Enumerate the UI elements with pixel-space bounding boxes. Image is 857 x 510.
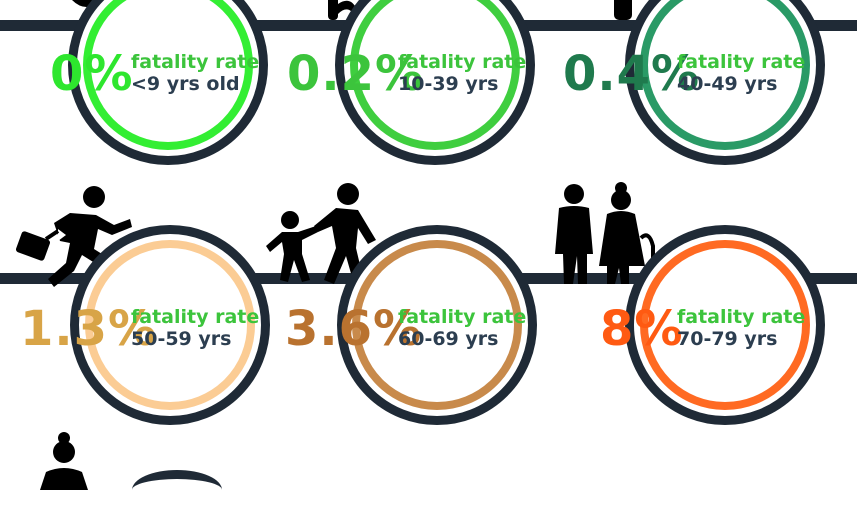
- fatality-rate-label: fatality rate: [677, 51, 806, 73]
- age-range-label: <9 yrs old: [131, 73, 240, 96]
- age-range-label: 70-79 yrs: [677, 328, 778, 351]
- elderly-couple-icon: [555, 182, 655, 284]
- stat-ring-1: [68, 0, 268, 165]
- fatality-rate-label: fatality rate: [131, 51, 260, 73]
- fatality-rate-label: fatality rate: [398, 51, 527, 73]
- stat-ring-3: [625, 0, 825, 165]
- stat-percent-1: 0%: [50, 46, 134, 102]
- stat-label-5: fatality rate 60-69 yrs: [398, 306, 526, 351]
- age-range-label: 60-69 yrs: [398, 328, 499, 351]
- stat-percent-4: 1.3%: [20, 301, 158, 357]
- age-range-label: 50-59 yrs: [131, 328, 232, 351]
- stat-percent-6: 8%: [600, 301, 684, 357]
- stat-ring-4: [70, 225, 270, 425]
- partial-ring-bottom: [132, 470, 222, 510]
- stat-percent-3: 0.4%: [563, 46, 701, 102]
- stat-label-6: fatality rate 70-79 yrs: [677, 306, 805, 351]
- fatality-rate-label: fatality rate: [398, 306, 527, 328]
- elderly-woman-icon: [40, 432, 88, 490]
- stat-label-2: fatality rate 10-39 yrs: [398, 51, 526, 96]
- age-range-label: 10-39 yrs: [398, 73, 499, 96]
- stat-label-3: fatality rate 40-49 yrs: [677, 51, 805, 96]
- stat-ring-6: [625, 225, 825, 425]
- parent-child-icon: [266, 183, 376, 284]
- person-icon: [614, 0, 632, 20]
- age-range-label: 40-49 yrs: [677, 73, 778, 96]
- stat-ring-2: [335, 0, 535, 165]
- stat-label-4: fatality rate 50-59 yrs: [131, 306, 259, 351]
- stat-label-1: fatality rate <9 yrs old: [131, 51, 259, 96]
- stat-percent-5: 3.6%: [285, 301, 423, 357]
- stat-ring-5: [337, 225, 537, 425]
- fatality-rate-label: fatality rate: [677, 306, 806, 328]
- fatality-rate-label: fatality rate: [131, 306, 260, 328]
- stat-percent-2: 0.2%: [287, 46, 425, 102]
